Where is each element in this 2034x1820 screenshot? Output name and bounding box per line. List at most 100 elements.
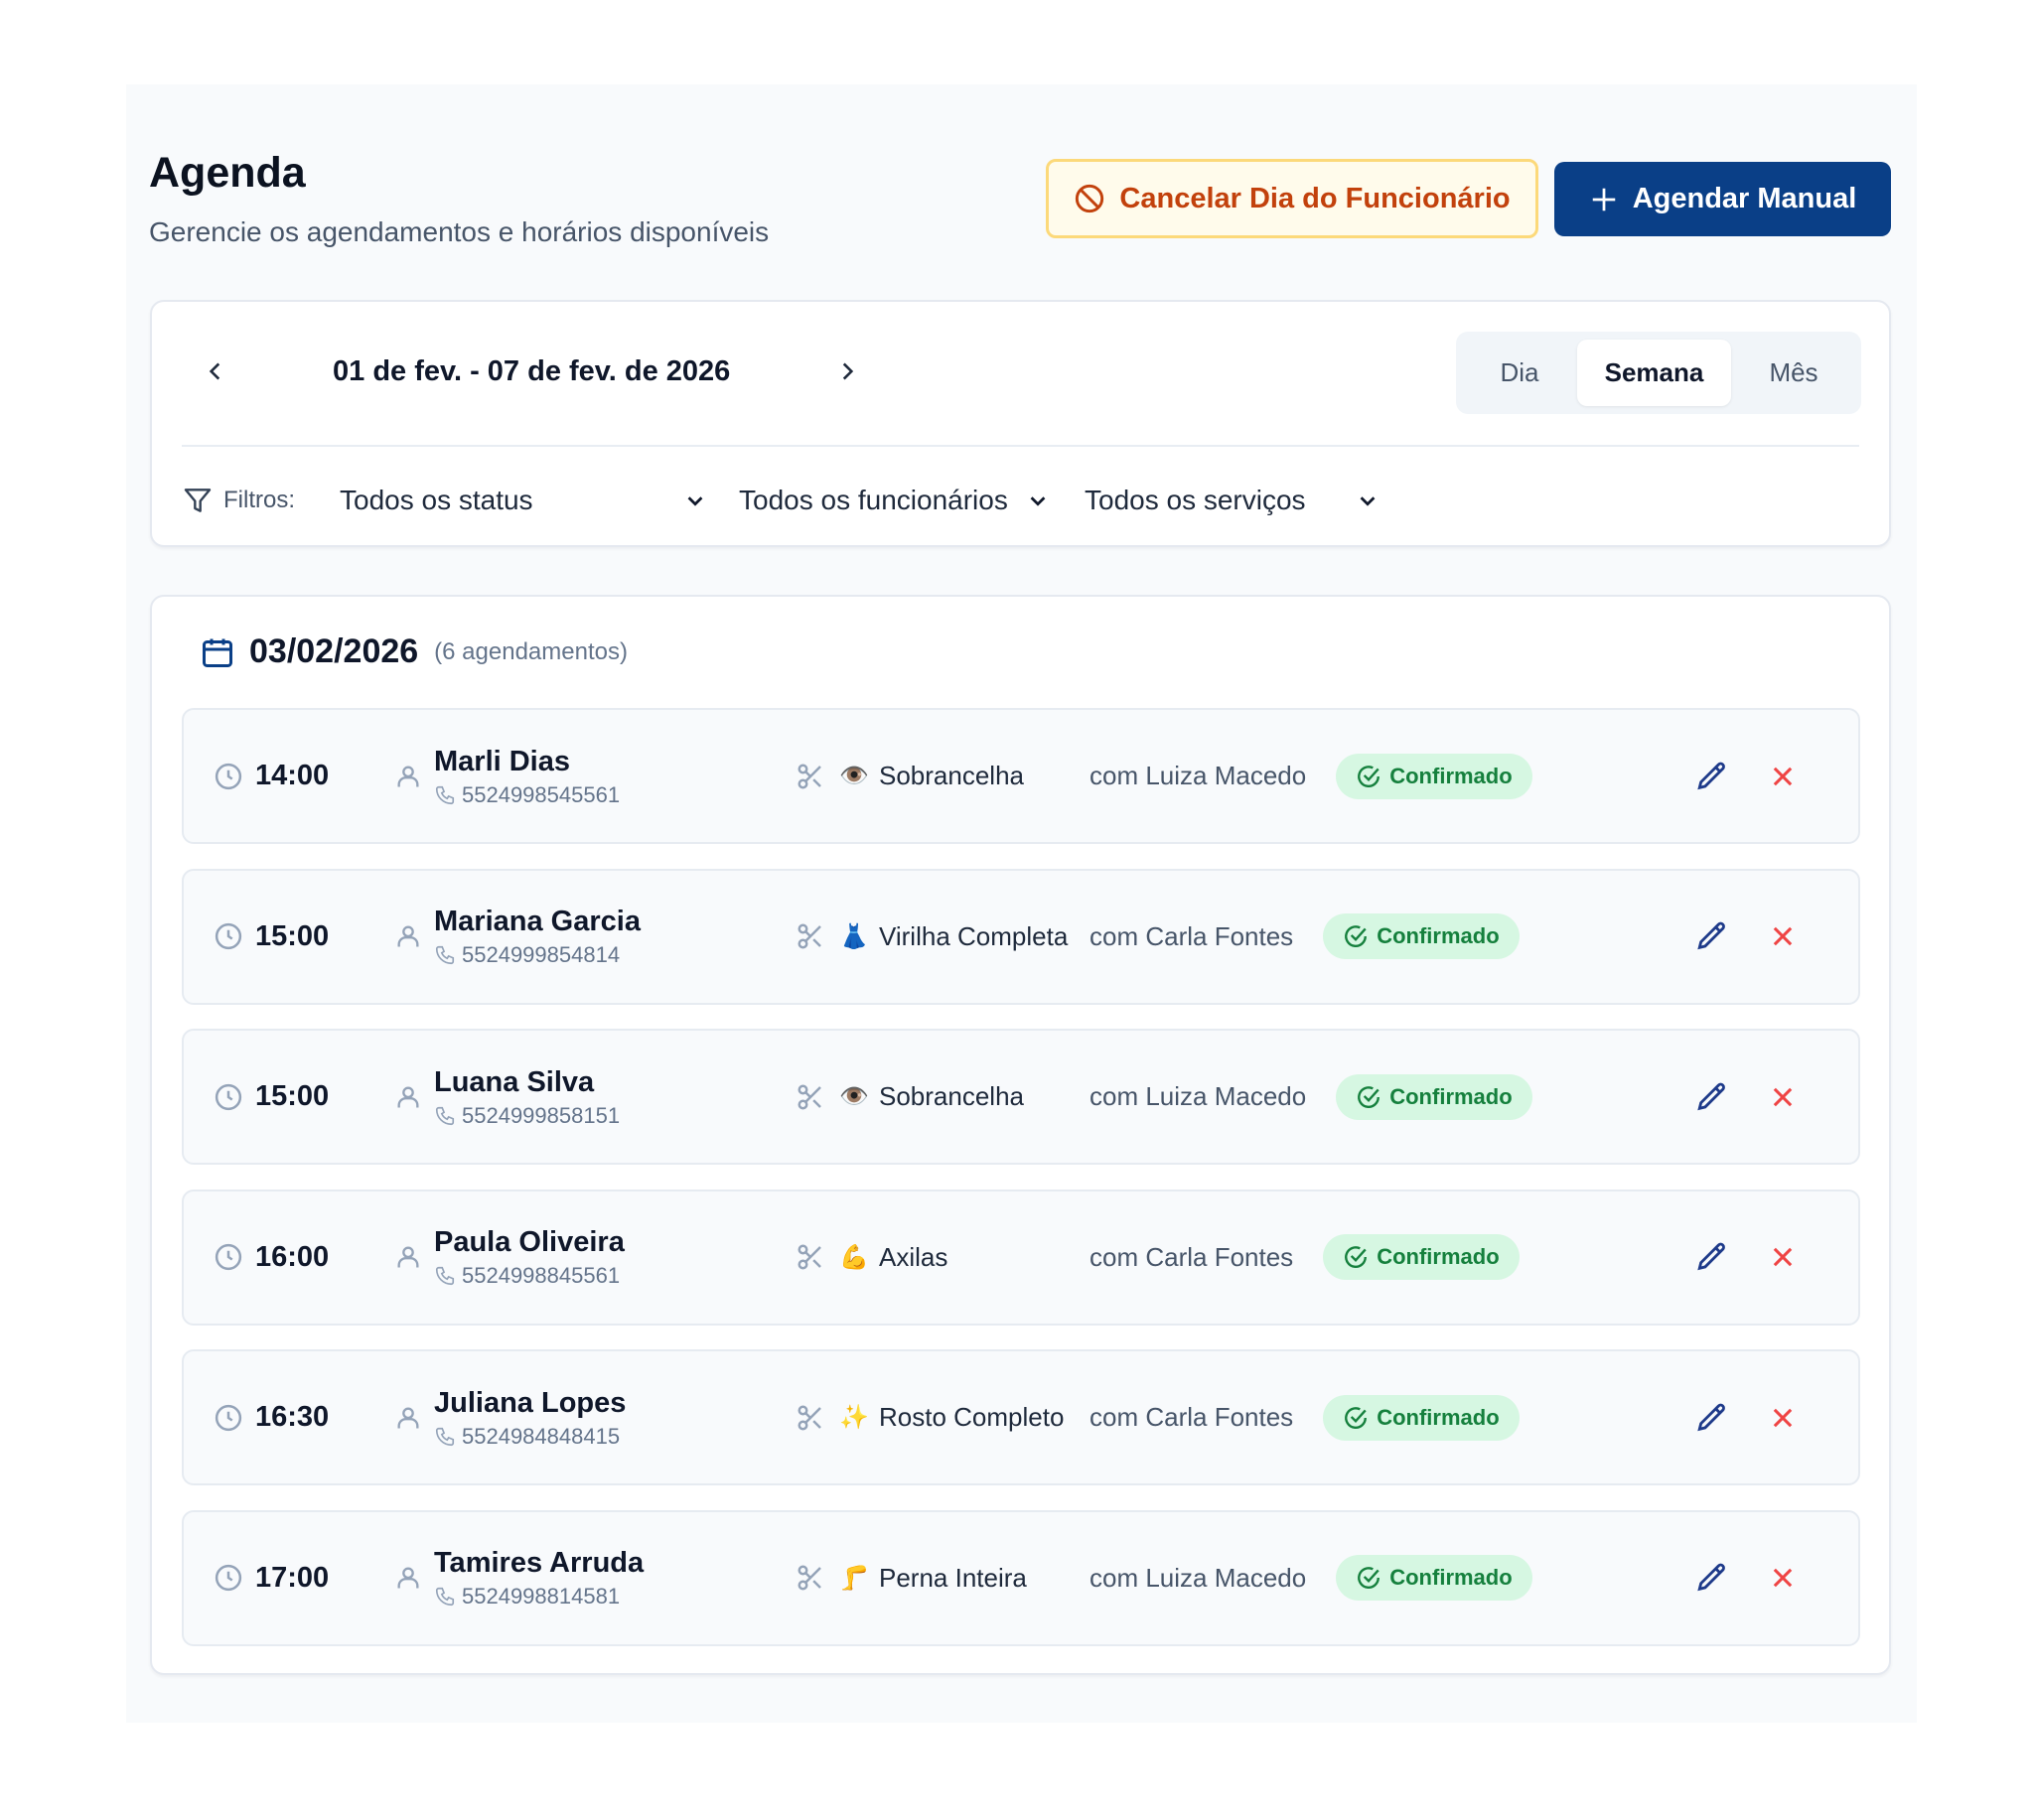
staff-name: com Luiza Macedo <box>1090 761 1307 790</box>
cancel-appointment-button[interactable] <box>1769 1351 1797 1483</box>
view-switcher: Dia Semana Mês <box>1456 332 1861 414</box>
scissors-icon <box>798 764 821 788</box>
client-phone-line: 5524984848415 <box>434 1424 626 1450</box>
client-phone: 5524998545561 <box>462 781 621 807</box>
divider <box>182 445 1859 447</box>
appointment-row: 14:00 Marli Dias 5524998545561 👁️ Sobran… <box>182 708 1860 844</box>
service-emoji-icon: 👗 <box>839 922 869 950</box>
calendar-controls-card: 01 de fev. - 07 de fev. de 2026 Dia Sema… <box>150 300 1891 547</box>
day-date: 03/02/2026 <box>249 632 419 670</box>
page-subtitle: Gerencie os agendamentos e horários disp… <box>149 216 770 247</box>
scissors-icon <box>798 1084 821 1109</box>
edit-appointment-button[interactable] <box>1695 871 1729 1003</box>
previous-week-button[interactable] <box>196 351 235 391</box>
staff-name: com Luiza Macedo <box>1090 1081 1307 1111</box>
check-circle-icon <box>1358 765 1380 787</box>
cancel-employee-day-button[interactable]: Cancelar Dia do Funcionário <box>1046 159 1538 238</box>
employee-filter-select[interactable]: Todos os funcionários <box>739 479 1049 522</box>
client-phone-line: 5524998845561 <box>434 1263 625 1289</box>
close-icon <box>1773 767 1793 785</box>
view-tab-day[interactable]: Dia <box>1500 357 1539 387</box>
service-emoji-icon: 🦵 <box>839 1564 869 1592</box>
cancel-appointment-button[interactable] <box>1769 871 1797 1003</box>
pencil-icon <box>1697 921 1725 950</box>
phone-icon <box>435 1106 455 1125</box>
user-icon <box>397 1567 419 1589</box>
service-name: Sobrancelha <box>879 1081 1024 1111</box>
status-label: Confirmado <box>1377 1244 1500 1269</box>
view-tab-week[interactable]: Semana <box>1577 340 1731 406</box>
close-icon <box>1773 1087 1793 1106</box>
status-badge: Confirmado <box>1323 1234 1520 1280</box>
service-name: Virilha Completa <box>879 920 1069 951</box>
check-circle-icon <box>1358 1567 1380 1589</box>
ban-icon <box>1076 184 1104 213</box>
check-circle-icon <box>1345 1406 1368 1429</box>
status-label: Confirmado <box>1389 1083 1513 1109</box>
clock-icon <box>215 1564 242 1592</box>
cancel-appointment-button[interactable] <box>1769 710 1797 842</box>
service-name: Sobrancelha <box>879 761 1024 790</box>
chevron-left-icon <box>209 362 220 380</box>
status-badge: Confirmado <box>1336 1555 1532 1601</box>
service-name: Axilas <box>879 1241 948 1272</box>
appointment-time: 15:00 <box>255 1080 330 1112</box>
chevron-down-icon <box>1360 496 1376 506</box>
cancel-appointment-button[interactable] <box>1769 1031 1797 1163</box>
user-icon <box>397 1407 419 1428</box>
client-name: Paula Oliveira <box>434 1226 625 1258</box>
filters-label-group: Filtros: <box>182 479 295 522</box>
client-phone: 5524998845561 <box>462 1263 621 1288</box>
service-name: Rosto Completo <box>879 1402 1065 1432</box>
service-filter-value: Todos os serviços <box>1085 485 1306 515</box>
edit-appointment-button[interactable] <box>1695 710 1729 842</box>
check-circle-icon <box>1345 1246 1368 1268</box>
appointment-time: 16:00 <box>255 1240 330 1273</box>
client-phone: 5524998814581 <box>462 1584 621 1609</box>
pencil-icon <box>1697 1242 1725 1271</box>
clock-icon <box>215 922 242 950</box>
service-filter-select[interactable]: Todos os serviços <box>1085 479 1379 522</box>
appointment-time: 17:00 <box>255 1561 330 1594</box>
filter-icon <box>184 489 212 512</box>
next-week-button[interactable] <box>827 351 867 391</box>
user-icon <box>397 1086 419 1107</box>
close-icon <box>1773 1247 1793 1267</box>
edit-appointment-button[interactable] <box>1695 1031 1729 1163</box>
manual-booking-label: Agendar Manual <box>1632 183 1857 214</box>
pencil-icon <box>1697 1082 1725 1110</box>
appointment-time: 15:00 <box>255 919 330 952</box>
edit-appointment-button[interactable] <box>1695 1351 1729 1483</box>
edit-appointment-button[interactable] <box>1695 1512 1729 1644</box>
status-badge: Confirmado <box>1336 1073 1532 1120</box>
clock-icon <box>215 763 242 789</box>
status-badge: Confirmado <box>1323 1394 1520 1441</box>
calendar-icon <box>203 638 232 667</box>
phone-icon <box>435 785 455 804</box>
employee-filter-value: Todos os funcionários <box>739 485 1008 515</box>
close-icon <box>1773 926 1793 946</box>
pencil-icon <box>1697 1563 1725 1592</box>
status-filter-value: Todos os status <box>340 485 533 515</box>
status-badge: Confirmado <box>1336 753 1532 799</box>
day-header: 03/02/2026 (6 agendamentos) <box>200 632 628 671</box>
status-label: Confirmado <box>1377 1404 1500 1430</box>
status-filter-select[interactable]: Todos os status <box>340 479 706 522</box>
scissors-icon <box>798 1405 821 1430</box>
page-title: Agenda <box>149 149 306 197</box>
client-name: Tamires Arruda <box>434 1547 645 1579</box>
manual-booking-button[interactable]: Agendar Manual <box>1554 162 1891 236</box>
client-phone-line: 5524998545561 <box>434 782 620 808</box>
edit-appointment-button[interactable] <box>1695 1191 1729 1324</box>
view-tab-month[interactable]: Mês <box>1769 357 1818 387</box>
pencil-icon <box>1697 1403 1725 1431</box>
cancel-appointment-button[interactable] <box>1769 1512 1797 1644</box>
client-phone-line: 5524999854814 <box>434 942 641 968</box>
service-emoji-icon: ✨ <box>839 1404 869 1431</box>
user-icon <box>397 766 419 786</box>
status-badge: Confirmado <box>1323 913 1520 959</box>
service-name: Perna Inteira <box>879 1562 1027 1593</box>
cancel-appointment-button[interactable] <box>1769 1191 1797 1324</box>
cancel-employee-day-label: Cancelar Dia do Funcionário <box>1119 182 1511 214</box>
clock-icon <box>215 1404 242 1431</box>
